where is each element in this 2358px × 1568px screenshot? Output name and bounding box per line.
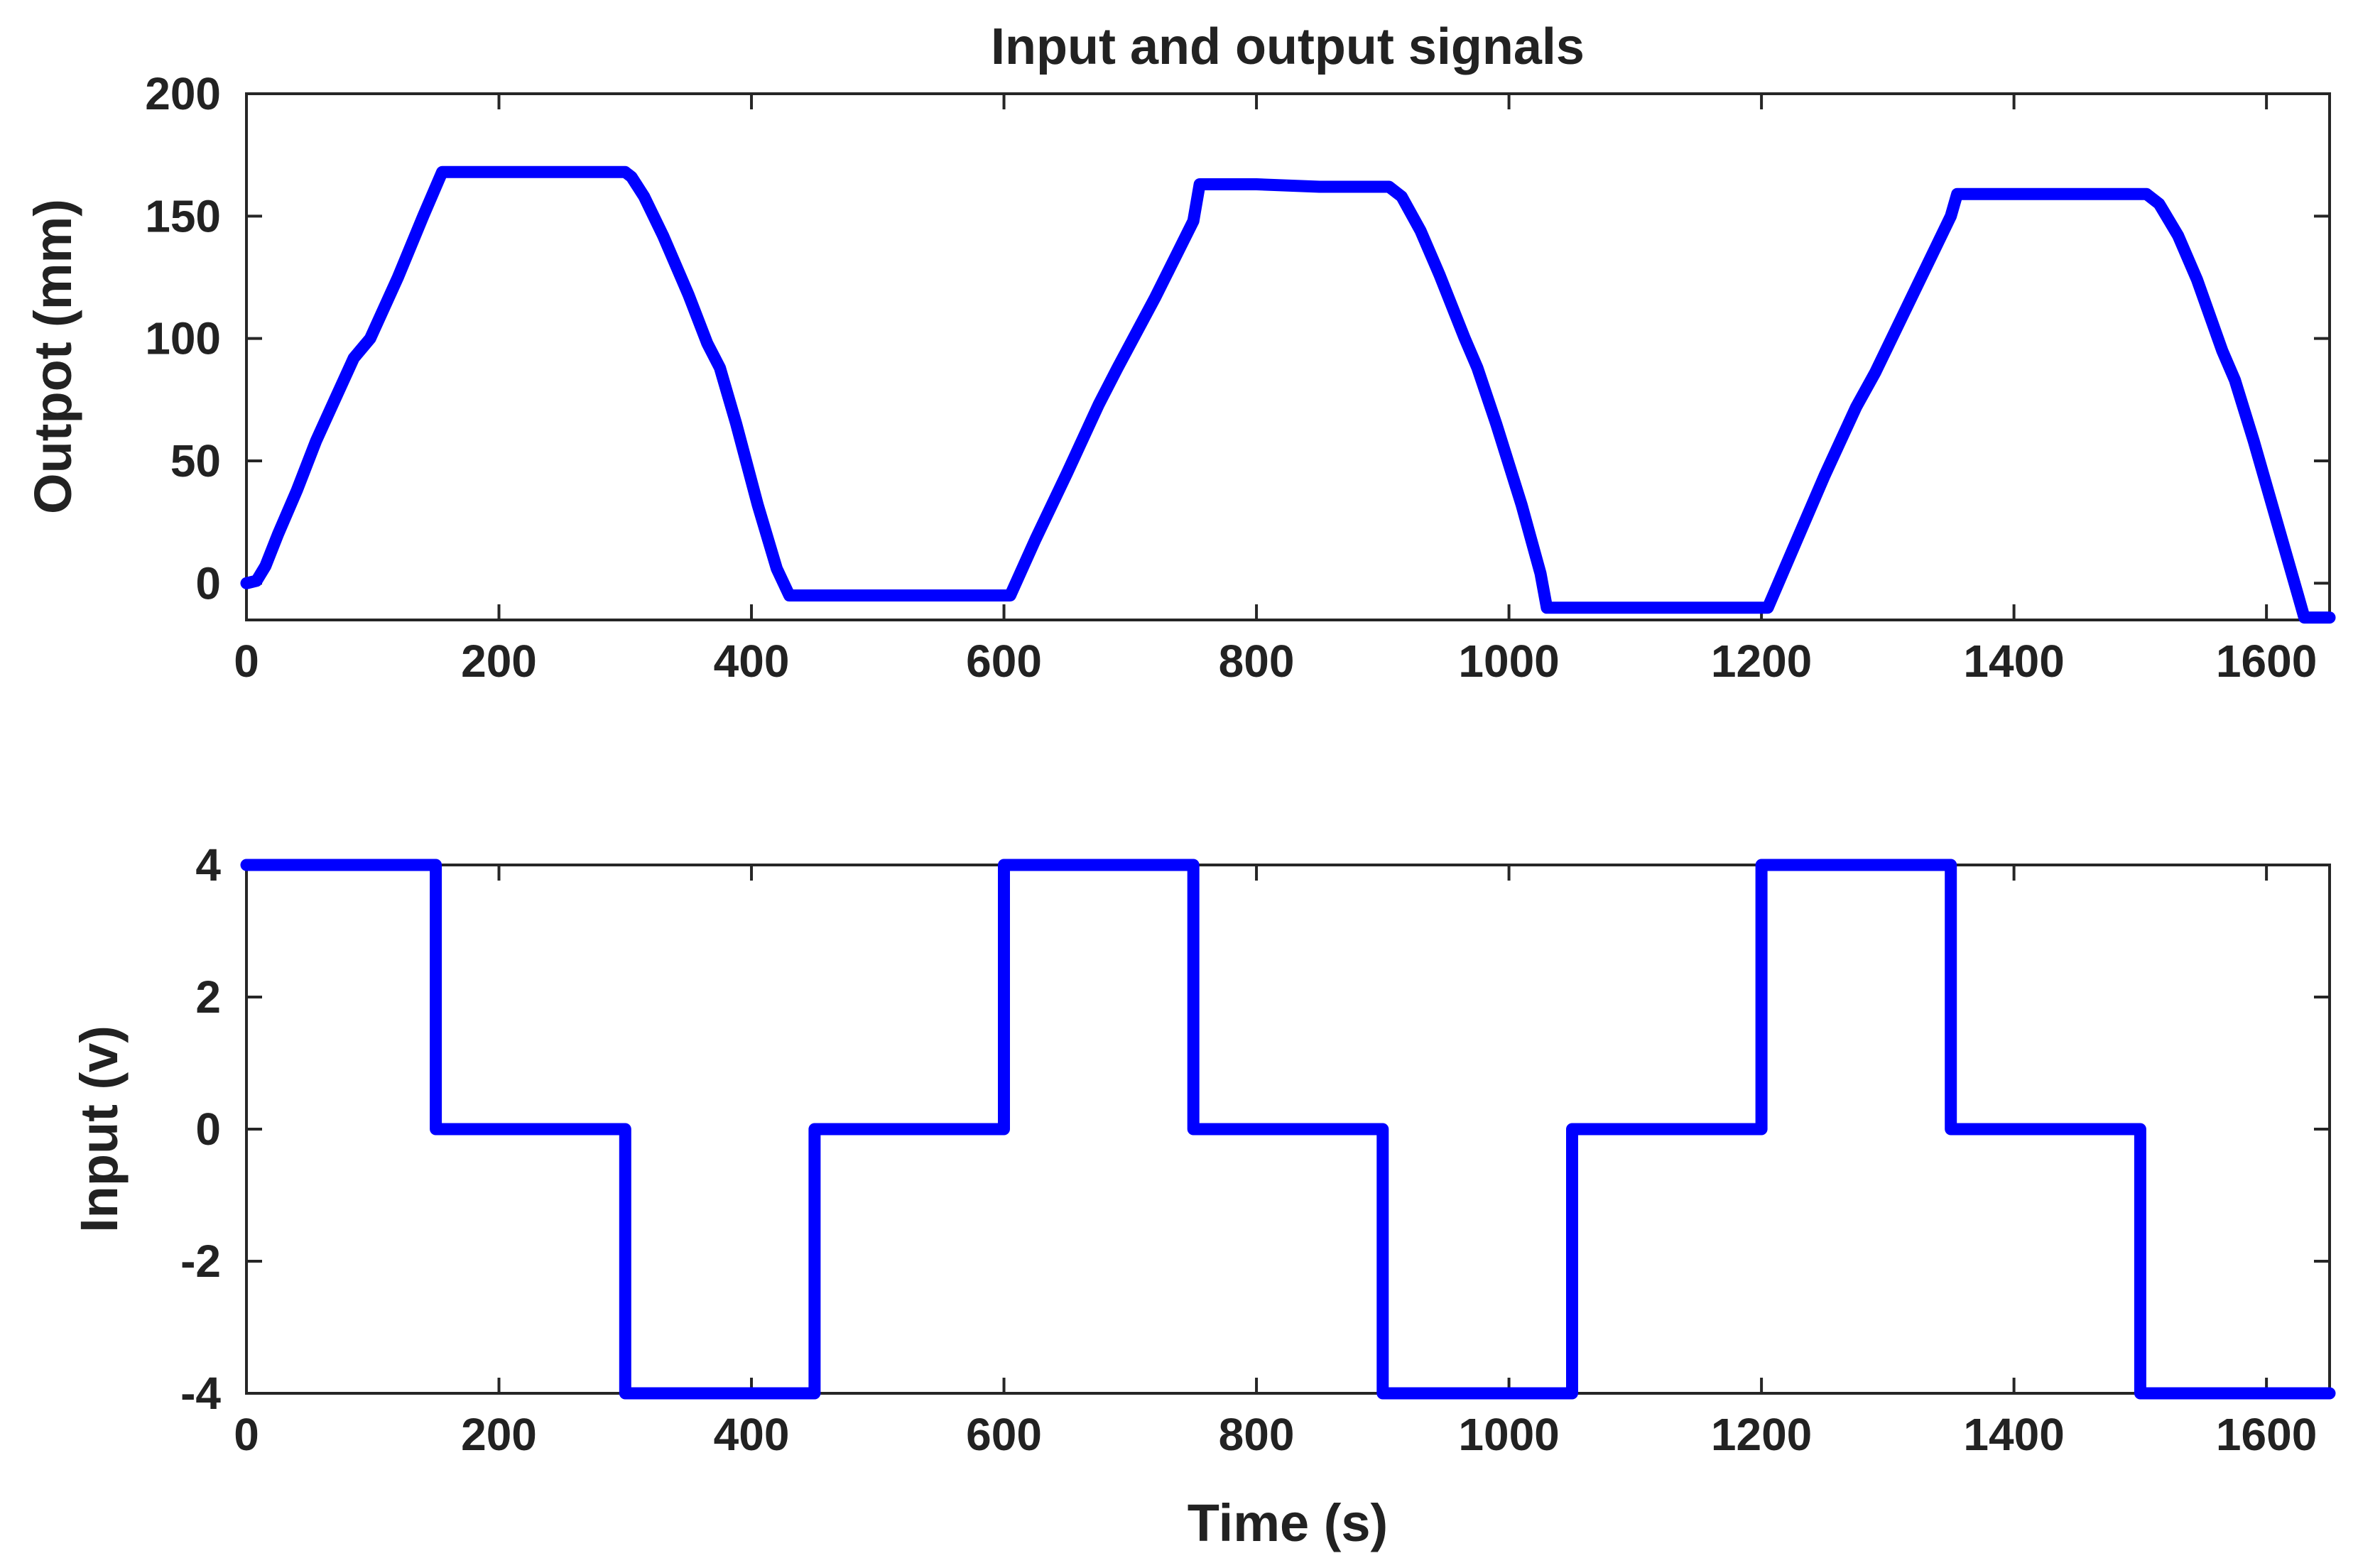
x-tick-label: 400 bbox=[714, 636, 790, 687]
chart-title: Input and output signals bbox=[991, 18, 1585, 75]
y-tick-label: -2 bbox=[180, 1236, 221, 1287]
y-tick-labels: -4 -2 0 2 4 bbox=[180, 839, 221, 1419]
x-tick-label: 1600 bbox=[2216, 1409, 2317, 1460]
x-tick-label: 1000 bbox=[1458, 1409, 1559, 1460]
y-tick-label: 0 bbox=[195, 557, 221, 609]
x-tick-label: 200 bbox=[461, 1409, 537, 1460]
y-tick-label: 0 bbox=[195, 1104, 221, 1155]
x-tick-label: 1400 bbox=[1963, 636, 2064, 687]
x-tick-label: 200 bbox=[461, 636, 537, 687]
input-chart: 0 200 400 600 800 1000 1200 1400 1600 -4 -2 0 2 4 In… bbox=[70, 839, 2336, 1552]
y-tick-label: 200 bbox=[145, 68, 221, 119]
y-tick-labels: 0 50 100 150 200 bbox=[145, 68, 221, 609]
x-tick-label: 600 bbox=[966, 636, 1042, 687]
x-tick-labels: 0 200 400 600 800 1000 1200 1400 1600 bbox=[234, 636, 2317, 687]
output-series-line bbox=[240, 165, 2336, 624]
y-tick-label: 150 bbox=[145, 190, 221, 241]
x-tick-label: 600 bbox=[966, 1409, 1042, 1460]
y-tick-label: 2 bbox=[195, 971, 221, 1023]
x-tick-label: 1000 bbox=[1458, 636, 1559, 687]
y-tick-label: 4 bbox=[195, 839, 221, 891]
y-axis-label: Input (v) bbox=[70, 1025, 129, 1233]
y-tick-label: 100 bbox=[145, 313, 221, 364]
x-tick-label: 1200 bbox=[1711, 1409, 1812, 1460]
x-tick-label: 400 bbox=[714, 1409, 790, 1460]
y-axis-label: Outpot (mm) bbox=[23, 199, 82, 514]
x-axis-label: Time (s) bbox=[1188, 1493, 1388, 1552]
x-tick-label: 0 bbox=[234, 636, 259, 687]
y-tick-label: 50 bbox=[170, 435, 221, 486]
x-tick-label: 0 bbox=[234, 1409, 259, 1460]
x-tick-labels: 0 200 400 600 800 1000 1200 1400 1600 bbox=[234, 1409, 2317, 1460]
x-tick-label: 1600 bbox=[2216, 636, 2317, 687]
input-series-line bbox=[240, 859, 2336, 1400]
x-tick-label: 1400 bbox=[1963, 1409, 2064, 1460]
plot-frame bbox=[245, 92, 2331, 621]
output-chart: Input and output signals 0 200 400 600 800 10… bbox=[23, 18, 2336, 687]
y-tick-label: -4 bbox=[180, 1368, 221, 1419]
x-tick-label: 800 bbox=[1219, 636, 1295, 687]
x-tick-label: 1200 bbox=[1711, 636, 1812, 687]
x-tick-label: 800 bbox=[1219, 1409, 1295, 1460]
